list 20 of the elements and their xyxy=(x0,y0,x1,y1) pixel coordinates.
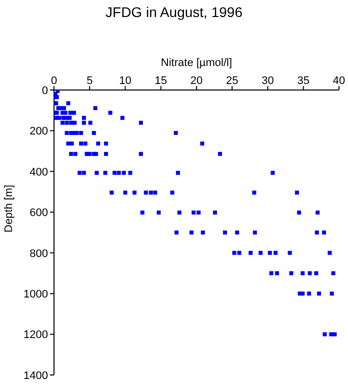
x-tick-label: 20 xyxy=(190,75,203,87)
y-tick-label: 0 xyxy=(42,84,48,97)
x-axis-title: Nitrate [µmol/l] xyxy=(160,56,232,69)
y-tick-label: 1200 xyxy=(24,329,48,342)
x-tick-label: 10 xyxy=(119,75,132,87)
x-tick-label: 15 xyxy=(154,75,167,87)
y-tick-label: 1400 xyxy=(24,370,48,382)
y-axis-title: Depth [m] xyxy=(2,184,15,232)
x-tick-label: 0 xyxy=(50,75,58,87)
y-tick-label: 400 xyxy=(30,166,48,178)
y-tick-label: 1000 xyxy=(24,288,48,300)
y-tick-label: 600 xyxy=(30,207,48,220)
x-tick-label: 30 xyxy=(262,75,274,87)
chart-title: JFDG in August, 1996 xyxy=(104,4,244,20)
x-tick-label: 5 xyxy=(86,75,93,87)
x-tick-label: 40 xyxy=(332,75,346,87)
y-tick-label: 200 xyxy=(30,126,48,138)
y-tick-label: 800 xyxy=(30,248,48,260)
x-tick-label: 25 xyxy=(226,75,238,87)
x-tick-label: 35 xyxy=(297,75,310,87)
